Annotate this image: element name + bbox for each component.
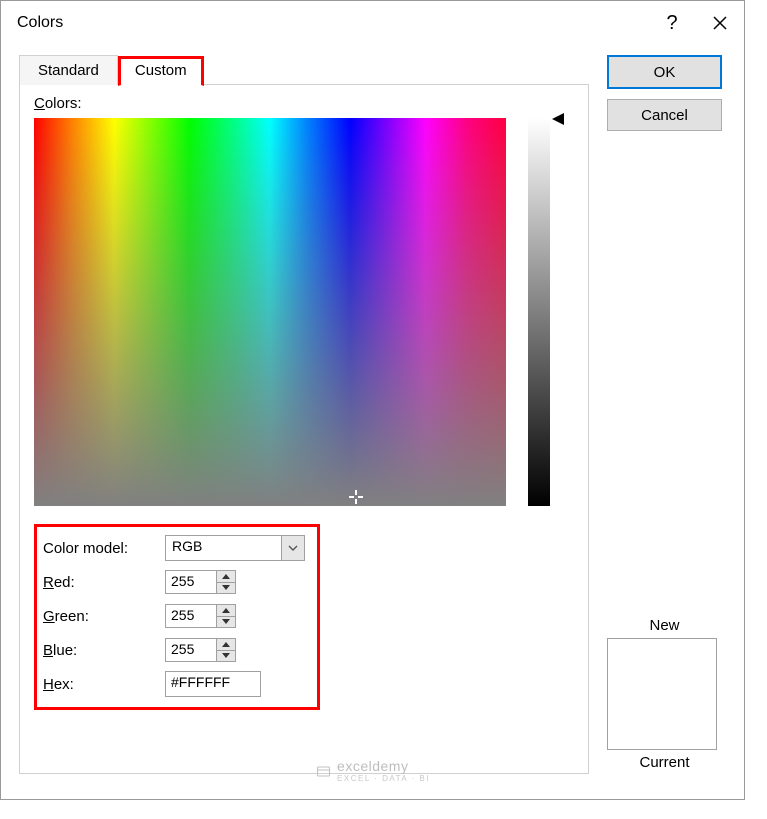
tab-standard[interactable]: Standard bbox=[19, 55, 118, 85]
luminance-slider[interactable] bbox=[528, 118, 550, 506]
color-model-label: Color model: bbox=[43, 540, 165, 557]
triangle-down-icon bbox=[222, 619, 230, 624]
green-spin-down[interactable] bbox=[217, 617, 235, 628]
green-spin-up[interactable] bbox=[217, 605, 235, 617]
triangle-down-icon bbox=[222, 585, 230, 590]
tab-custom[interactable]: Custom bbox=[118, 56, 204, 86]
color-preview: New Current bbox=[607, 617, 722, 775]
tabs: Standard Custom bbox=[19, 55, 589, 85]
blue-label: Blue: bbox=[43, 642, 165, 659]
blue-input[interactable]: 255 bbox=[165, 638, 216, 662]
hex-label: Hex: bbox=[43, 676, 165, 693]
blue-spin-down[interactable] bbox=[217, 651, 235, 662]
blue-spin-up[interactable] bbox=[217, 639, 235, 651]
red-label: Red: bbox=[43, 574, 165, 591]
dialog-title: Colors bbox=[17, 14, 648, 32]
colors-dialog: Colors ? Standard Custom Colors: bbox=[0, 0, 745, 800]
triangle-up-icon bbox=[222, 642, 230, 647]
hue-saturation-picker[interactable] bbox=[34, 118, 506, 506]
new-label: New bbox=[607, 617, 722, 634]
luminance-gradient bbox=[528, 118, 550, 506]
triangle-down-icon bbox=[222, 653, 230, 658]
color-controls-group: Color model: RGB Red: 255 bbox=[34, 524, 320, 710]
color-model-select[interactable]: RGB bbox=[165, 535, 305, 561]
help-button[interactable]: ? bbox=[648, 1, 696, 45]
green-label: Green: bbox=[43, 608, 165, 625]
luminance-arrow-icon bbox=[552, 112, 566, 126]
watermark-sub: EXCEL · DATA · BI bbox=[337, 774, 430, 783]
ok-button[interactable]: OK bbox=[607, 55, 722, 89]
red-input[interactable]: 255 bbox=[165, 570, 216, 594]
cancel-button[interactable]: Cancel bbox=[607, 99, 722, 131]
triangle-up-icon bbox=[222, 608, 230, 613]
triangle-up-icon bbox=[222, 574, 230, 579]
picker-crosshair-icon bbox=[349, 490, 363, 504]
red-spin-down[interactable] bbox=[217, 583, 235, 594]
current-color-swatch bbox=[608, 694, 716, 749]
green-input[interactable]: 255 bbox=[165, 604, 216, 628]
chevron-down-icon bbox=[288, 545, 298, 551]
preview-swatch bbox=[607, 638, 717, 750]
new-color-swatch bbox=[608, 639, 716, 694]
titlebar: Colors ? bbox=[1, 1, 744, 45]
tab-panel-custom: Colors: bbox=[19, 84, 589, 774]
close-button[interactable] bbox=[696, 1, 744, 45]
dropdown-button[interactable] bbox=[281, 536, 304, 560]
colors-label: Colors: bbox=[34, 95, 82, 112]
close-icon bbox=[712, 15, 728, 31]
current-label: Current bbox=[607, 754, 722, 771]
hex-input[interactable]: #FFFFFF bbox=[165, 671, 261, 697]
red-spin-up[interactable] bbox=[217, 571, 235, 583]
color-model-value: RGB bbox=[166, 536, 281, 560]
